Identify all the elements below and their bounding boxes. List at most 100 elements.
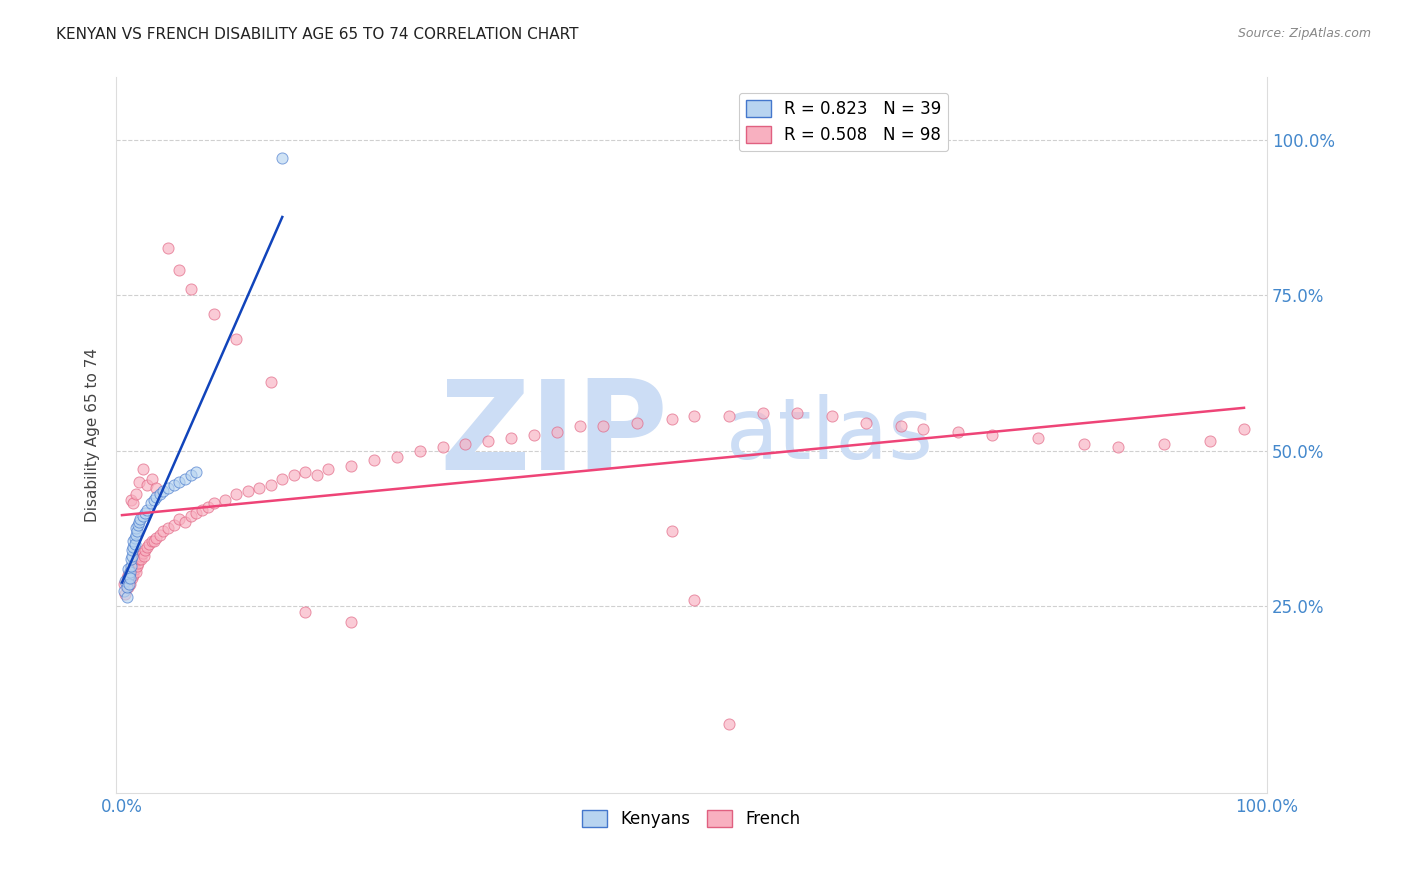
Point (120, 552, 142, 566)
Point (294, 605, 316, 619)
Point (139, 496, 162, 510)
Point (152, 524, 174, 539)
Point (271, 151, 294, 165)
Point (294, 466, 316, 480)
Point (143, 493, 166, 508)
Point (125, 521, 148, 535)
Text: atlas: atlas (725, 393, 934, 476)
Point (118, 571, 141, 585)
Point (118, 565, 141, 579)
Point (1153, 437, 1175, 451)
Point (180, 508, 202, 523)
Point (120, 558, 142, 573)
Point (131, 552, 153, 566)
Point (501, 431, 523, 445)
Point (117, 562, 139, 576)
Point (129, 549, 152, 564)
Point (115, 571, 138, 585)
Point (122, 568, 145, 582)
Point (683, 592, 706, 607)
Point (118, 577, 141, 591)
Point (122, 540, 145, 554)
Point (114, 574, 136, 589)
Point (120, 493, 142, 508)
Point (717, 409, 740, 424)
Point (125, 524, 148, 539)
Point (214, 493, 236, 508)
Point (981, 428, 1004, 442)
Point (134, 543, 156, 558)
Point (340, 459, 363, 474)
Point (385, 450, 408, 464)
Point (120, 562, 142, 576)
Point (661, 524, 683, 539)
Point (156, 242, 179, 256)
Point (363, 453, 385, 467)
Point (340, 615, 363, 629)
Point (127, 556, 149, 570)
Y-axis label: Disability Age 65 to 74: Disability Age 65 to 74 (86, 348, 100, 522)
Point (117, 568, 139, 582)
Point (1198, 434, 1220, 449)
Point (136, 502, 159, 516)
Point (125, 487, 148, 501)
Point (149, 527, 172, 541)
Point (1233, 422, 1256, 436)
Point (889, 418, 911, 433)
Point (592, 418, 614, 433)
Point (128, 475, 150, 489)
Point (191, 502, 214, 516)
Point (661, 412, 683, 426)
Point (162, 477, 184, 491)
Point (145, 531, 167, 545)
Point (149, 487, 172, 501)
Point (125, 558, 148, 573)
Point (125, 527, 148, 541)
Point (283, 468, 305, 483)
Point (134, 506, 156, 520)
Point (247, 481, 270, 495)
Point (568, 418, 591, 433)
Point (477, 434, 499, 449)
Point (432, 441, 454, 455)
Point (124, 537, 146, 551)
Point (180, 468, 202, 483)
Point (143, 533, 166, 548)
Point (855, 416, 877, 430)
Legend: Kenyans, French: Kenyans, French (575, 803, 807, 834)
Point (225, 332, 247, 346)
Point (546, 425, 568, 439)
Point (117, 581, 139, 595)
Point (1073, 437, 1095, 451)
Point (316, 462, 339, 476)
Point (121, 543, 143, 558)
Point (138, 537, 160, 551)
Point (156, 481, 179, 495)
Point (174, 515, 197, 529)
Point (121, 571, 143, 585)
Point (271, 472, 294, 486)
Point (454, 437, 477, 451)
Point (127, 518, 149, 533)
Point (141, 533, 163, 548)
Point (162, 518, 184, 533)
Point (236, 483, 259, 498)
Point (152, 483, 174, 498)
Point (946, 425, 969, 439)
Point (202, 307, 225, 321)
Point (626, 416, 648, 430)
Point (145, 490, 167, 504)
Point (118, 577, 141, 591)
Point (156, 521, 179, 535)
Point (124, 562, 146, 576)
Text: KENYAN VS FRENCH DISABILITY AGE 65 TO 74 CORRELATION CHART: KENYAN VS FRENCH DISABILITY AGE 65 TO 74… (56, 27, 579, 42)
Point (167, 512, 190, 526)
Point (523, 428, 546, 442)
Point (821, 409, 844, 424)
Text: ZIP: ZIP (439, 375, 668, 496)
Point (717, 717, 740, 731)
Point (167, 475, 190, 489)
Text: Source: ZipAtlas.com: Source: ZipAtlas.com (1237, 27, 1371, 40)
Point (136, 477, 159, 491)
Point (752, 406, 775, 420)
